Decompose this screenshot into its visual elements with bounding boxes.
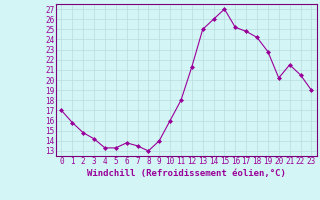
X-axis label: Windchill (Refroidissement éolien,°C): Windchill (Refroidissement éolien,°C): [87, 169, 286, 178]
